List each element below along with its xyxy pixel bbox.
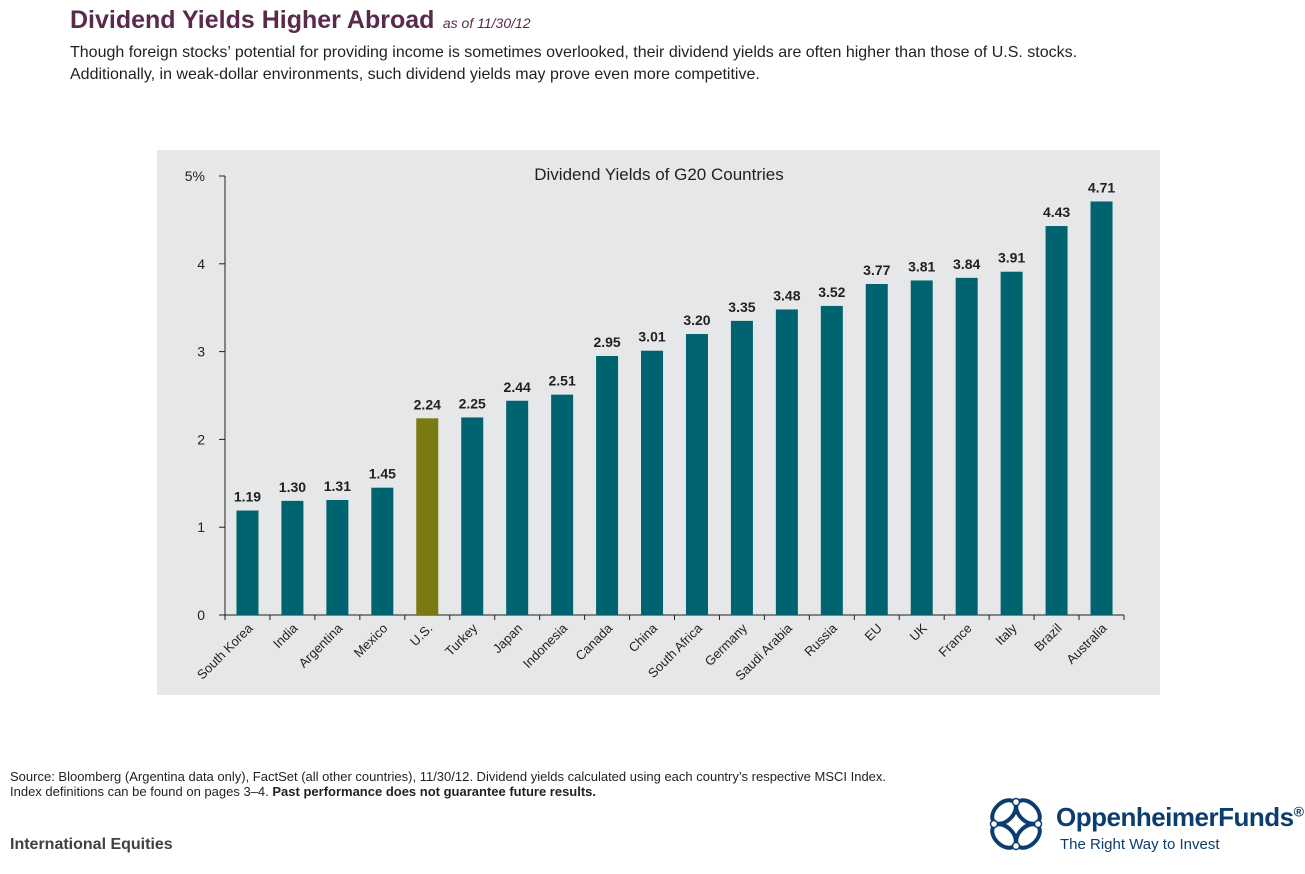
x-tick-label: Russia [801, 620, 840, 659]
x-tick-label: Argentina [296, 620, 347, 671]
source-line-2: Index definitions can be found on pages … [10, 784, 269, 799]
x-tick-label: Canada [572, 620, 615, 663]
x-tick-label: Turkey [442, 620, 481, 659]
bar [371, 487, 394, 615]
x-tick-label: Brazil [1031, 620, 1065, 654]
logo-name-text: OppenheimerFunds [1056, 802, 1294, 832]
x-tick-label: UK [906, 620, 930, 644]
bar-value-label: 2.51 [549, 373, 576, 389]
bar-value-label: 1.19 [234, 489, 261, 505]
y-tick-label: 5% [185, 168, 205, 184]
intro-line-1: Though foreign stocks’ potential for pro… [70, 44, 1078, 61]
y-tick-label: 2 [197, 431, 205, 447]
source-line-2-wrap: Index definitions can be found on pages … [10, 784, 990, 799]
bar-value-label: 1.45 [369, 466, 396, 482]
bar-value-label: 2.24 [414, 396, 441, 412]
x-tick-label: Australia [1063, 620, 1110, 667]
bar [775, 309, 798, 615]
source-footnote: Source: Bloomberg (Argentina data only),… [10, 769, 990, 799]
chart-title: Dividend Yields of G20 Countries [534, 165, 783, 184]
x-tick-label: India [270, 620, 301, 651]
bar [730, 320, 753, 615]
bar-value-label: 4.71 [1088, 179, 1115, 195]
logo-tagline: The Right Way to Invest [1060, 836, 1220, 853]
bar [641, 350, 664, 615]
intro-line-2: Additionally, in weak-dollar environment… [70, 66, 760, 83]
bar [416, 418, 439, 615]
x-tick-label: Mexico [351, 621, 391, 661]
bar-value-label: 1.30 [279, 479, 306, 495]
bar [326, 499, 349, 615]
page-title: Dividend Yields Higher Abroad as of 11/3… [70, 6, 531, 35]
page-title-text: Dividend Yields Higher Abroad [70, 6, 435, 34]
x-tick-label: EU [862, 621, 885, 644]
x-tick-label: U.S. [407, 621, 435, 649]
bar-value-label: 3.20 [683, 312, 710, 328]
bar [596, 355, 619, 615]
bar-value-label: 2.25 [459, 395, 486, 411]
bar [685, 334, 708, 615]
bar [820, 305, 843, 615]
bar [1090, 201, 1113, 615]
bar-chart: Dividend Yields of G20 Countries 0 1 2 3 4 5%… [185, 165, 1125, 683]
bar [865, 283, 888, 615]
bar-value-label: 3.91 [998, 250, 1025, 266]
section-label: International Equities [10, 836, 173, 853]
bar-value-label: 3.52 [818, 284, 845, 300]
y-tick-label: 3 [197, 344, 205, 360]
bar [955, 277, 978, 615]
x-tick-label: South Korea [194, 620, 256, 682]
linked-hands-logo-icon [989, 797, 1043, 851]
logo-registered-mark: ® [1293, 803, 1304, 820]
bar-value-label: 2.95 [593, 334, 620, 350]
bar [461, 417, 484, 615]
bar [281, 500, 304, 615]
bar-value-label: 2.44 [504, 379, 531, 395]
bar-value-label: 4.43 [1043, 204, 1070, 220]
bar-value-label: 3.84 [953, 256, 980, 272]
bar [551, 394, 574, 615]
bar [236, 510, 259, 615]
y-tick-label: 0 [197, 607, 205, 623]
intro-text: Though foreign stocks’ potential for pro… [70, 42, 1270, 86]
bar-value-label: 3.35 [728, 299, 755, 315]
chart-panel: Dividend Yields of G20 Countries 0 1 2 3 4 5%… [157, 150, 1160, 695]
x-tick-label: Italy [992, 620, 1020, 648]
bar [1045, 226, 1068, 615]
as-of-date: as of 11/30/12 [442, 15, 531, 31]
x-tick-label: Japan [490, 621, 526, 657]
bar [910, 280, 933, 615]
bar-value-label: 1.31 [324, 478, 351, 494]
performance-disclaimer: Past performance does not guarantee futu… [272, 784, 597, 799]
x-tick-label: France [936, 621, 975, 660]
x-tick-label: China [626, 620, 661, 655]
bar [506, 400, 529, 615]
bar-value-label: 3.48 [773, 287, 800, 303]
logo-name: OppenheimerFunds® [1056, 802, 1304, 833]
y-tick-label: 1 [197, 519, 205, 535]
bar [1000, 271, 1023, 615]
x-tick-label: Indonesia [520, 620, 571, 671]
bar-value-label: 3.81 [908, 258, 935, 274]
y-tick-label: 4 [197, 256, 205, 272]
company-logo: OppenheimerFunds® The Right Way to Inves… [980, 788, 1304, 860]
bar-value-label: 3.77 [863, 262, 890, 278]
bar-value-label: 3.01 [638, 329, 665, 345]
source-line-1: Source: Bloomberg (Argentina data only),… [10, 769, 887, 784]
